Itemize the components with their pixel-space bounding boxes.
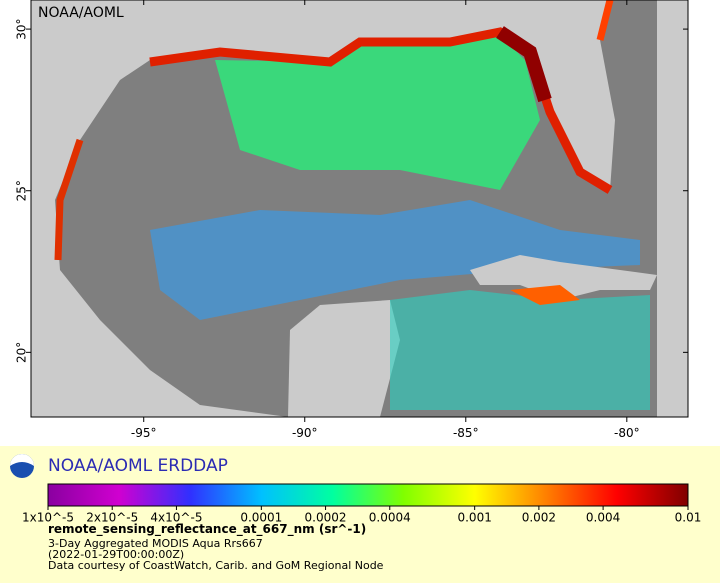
lon-tick-label: -90° bbox=[292, 426, 318, 440]
logo bbox=[10, 454, 34, 478]
cuba bbox=[470, 255, 657, 300]
colorbar-tick-label: 0.0004 bbox=[369, 511, 411, 525]
lat-tick-label: 20° bbox=[15, 342, 29, 363]
map: NOAA/AOML bbox=[31, 0, 688, 417]
colorbar-tick-label: 0.001 bbox=[457, 511, 491, 525]
legend-panel bbox=[0, 446, 720, 583]
colorbar-tick-label: 2x10^-5 bbox=[86, 511, 138, 525]
caption-line: 3-Day Aggregated MODIS Aqua Rrs667 bbox=[48, 537, 263, 550]
data-swath bbox=[150, 200, 640, 320]
lon-tick-label: -80° bbox=[614, 426, 640, 440]
colorbar-tick-label: 0.0001 bbox=[240, 511, 282, 525]
variable-name: remote_sensing_reflectance_at_667_nm (sr… bbox=[48, 522, 366, 537]
legend-title: NOAA/AOML ERDDAP bbox=[48, 456, 228, 476]
data-swath bbox=[390, 290, 650, 410]
map-frame bbox=[30, 0, 689, 418]
colorbar bbox=[47, 483, 689, 507]
colorbar-tick-label: 0.002 bbox=[522, 511, 556, 525]
coastal-band bbox=[54, 138, 84, 261]
colorbar-tick-label: 1x10^-5 bbox=[22, 511, 74, 525]
coastal-band bbox=[149, 27, 613, 194]
data-swath bbox=[510, 285, 580, 305]
lon-tick-label: -85° bbox=[453, 426, 479, 440]
data-swath bbox=[215, 35, 540, 190]
colorbar-tick-label: 0.0002 bbox=[305, 511, 347, 525]
colorbar-tick-label: 0.004 bbox=[586, 511, 620, 525]
caption-line: Data courtesy of CoastWatch, Carib. and … bbox=[48, 559, 384, 572]
watermark: NOAA/AOML bbox=[38, 5, 124, 21]
lat-tick-label: 25° bbox=[15, 180, 29, 201]
colorbar-tick-label: 0.01 bbox=[675, 511, 702, 525]
caption-line: (2022-01-29T00:00:00Z) bbox=[48, 548, 184, 561]
no-data bbox=[657, 0, 688, 417]
coastal-band bbox=[496, 26, 552, 103]
colorbar-tick-label: 4x10^-5 bbox=[150, 511, 202, 525]
coastal-band bbox=[596, 0, 614, 41]
lon-tick-label: -95° bbox=[131, 426, 157, 440]
lat-tick-label: 30° bbox=[15, 18, 29, 39]
